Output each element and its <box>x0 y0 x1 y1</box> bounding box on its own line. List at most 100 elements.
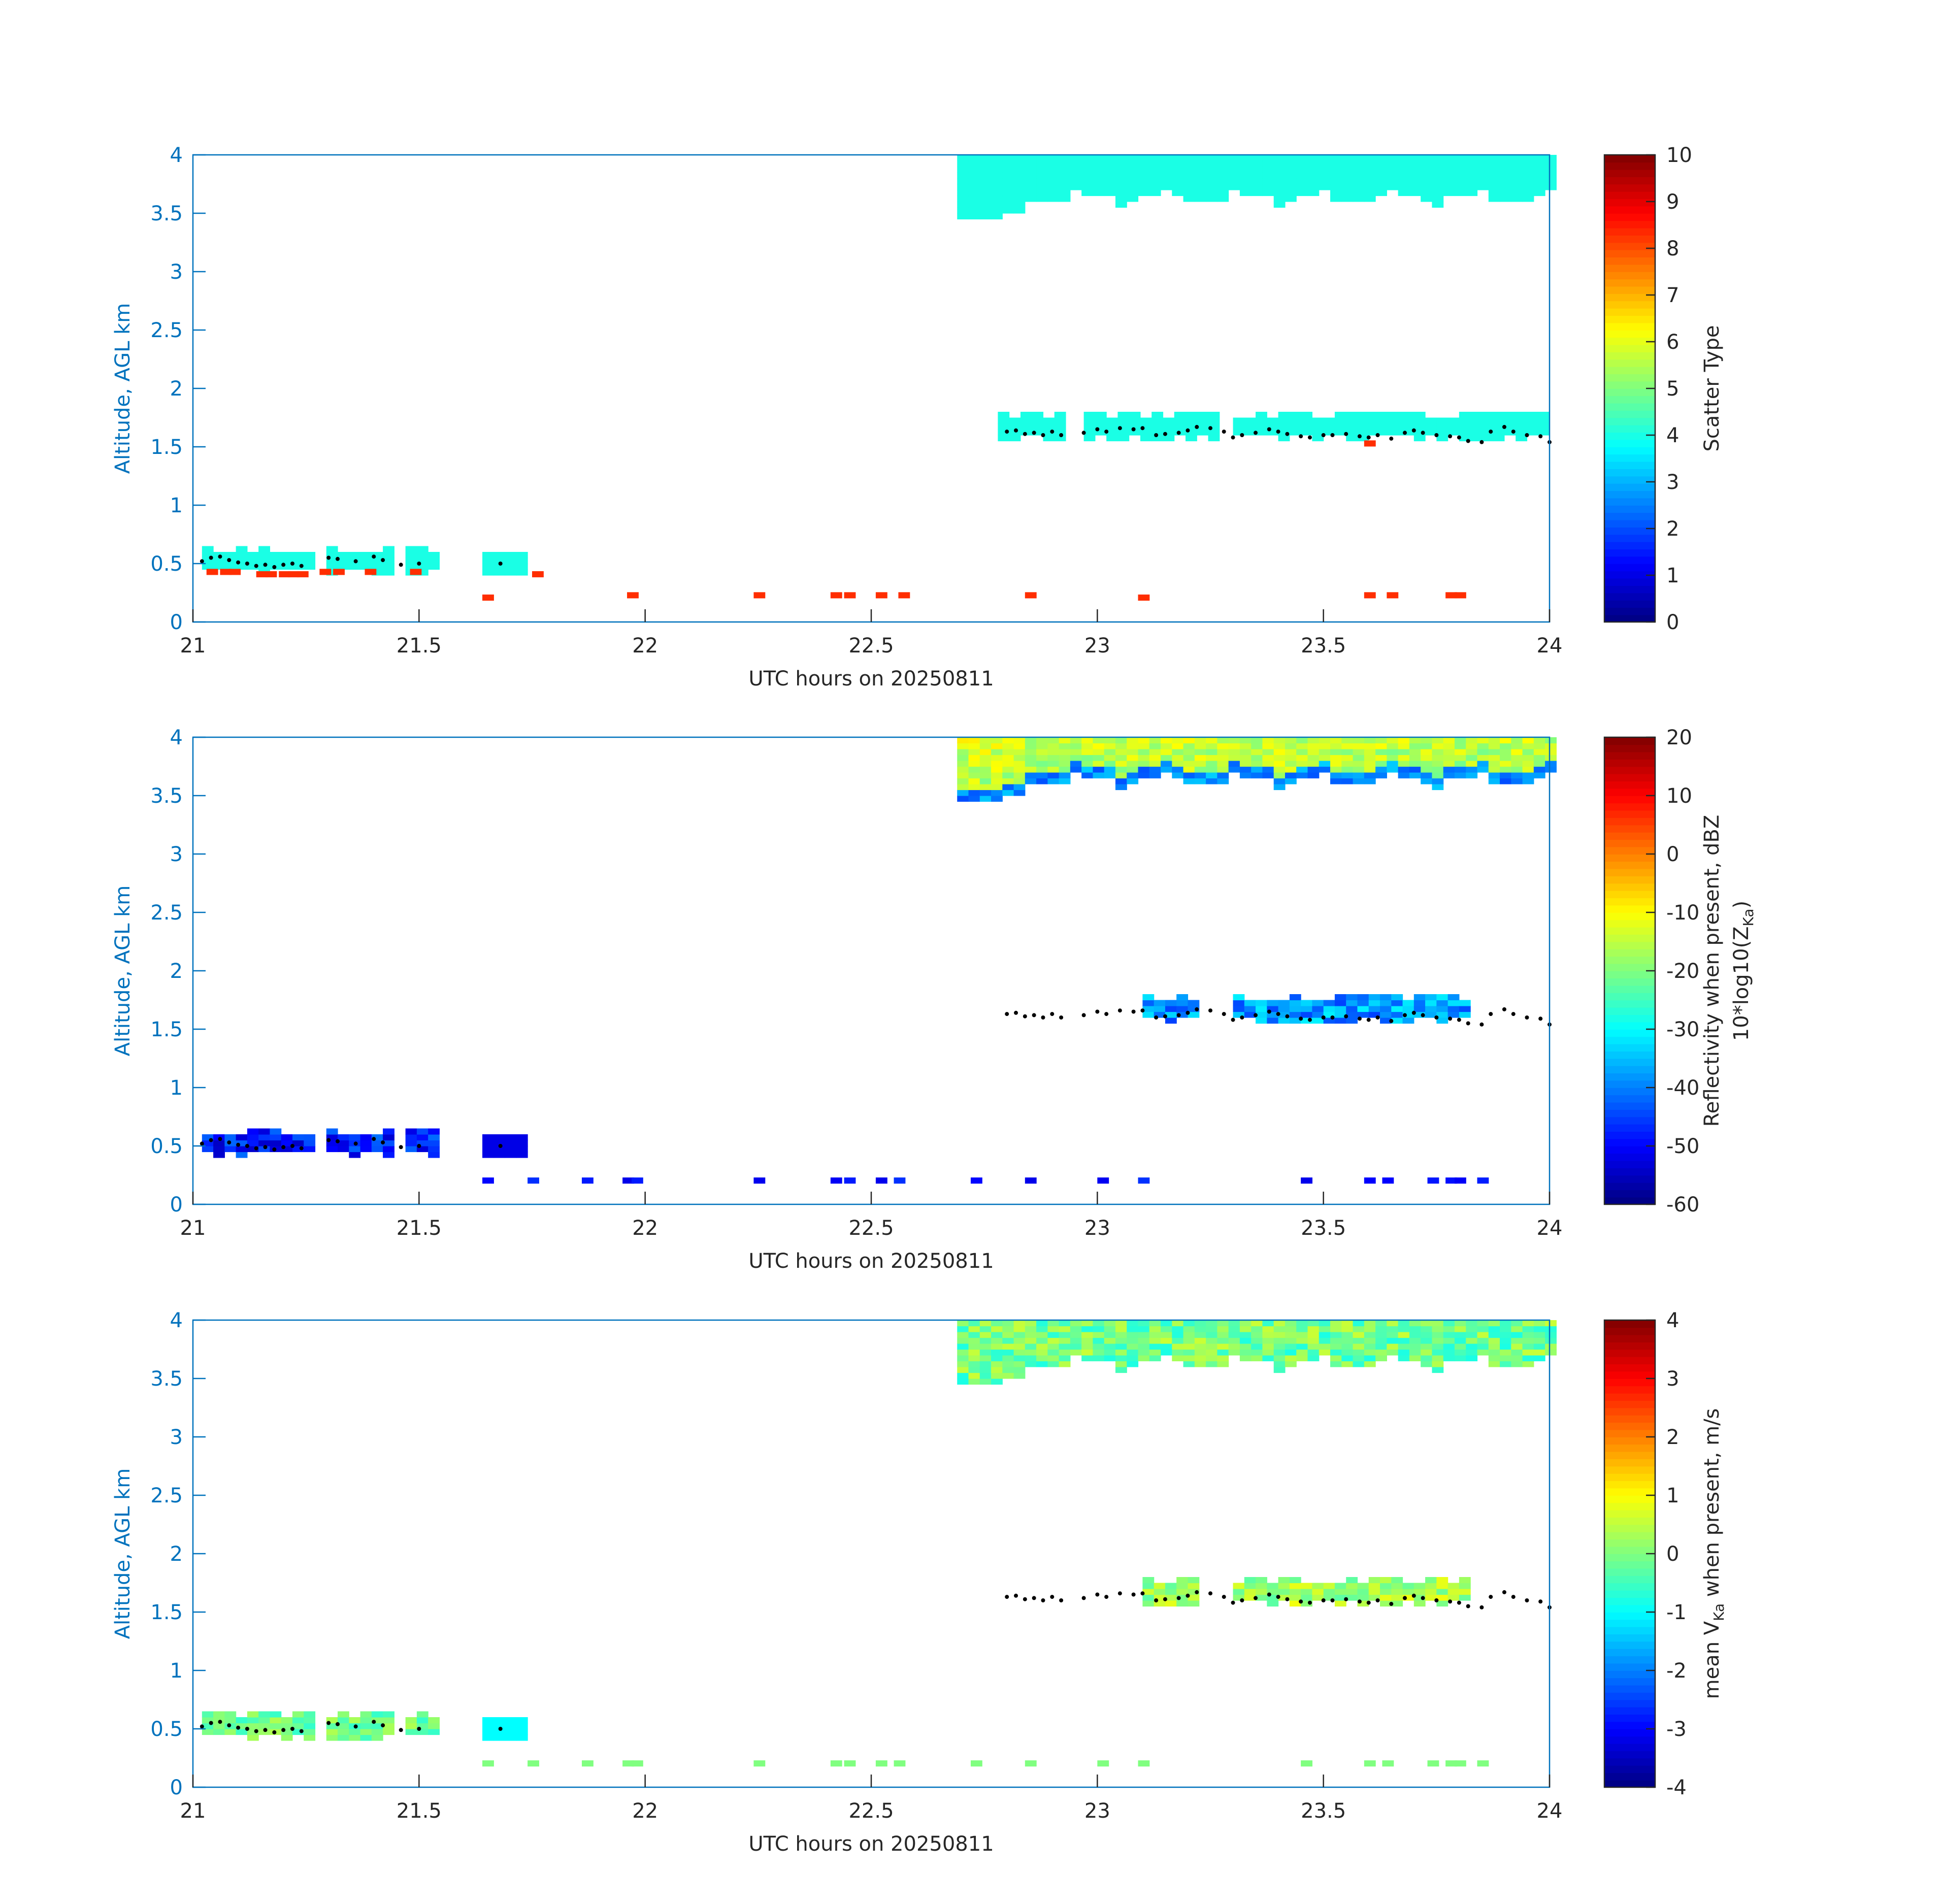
cloud-layer-cell <box>1454 1349 1466 1356</box>
colorbar-segment <box>1604 1568 1655 1576</box>
boundary-layer-top-marker <box>272 565 277 569</box>
cloud-layer-cell <box>1296 743 1308 749</box>
cloud-layer-cell <box>1500 772 1511 779</box>
colorbar-tick-label: 0 <box>1666 611 1679 634</box>
colorbar-segment <box>1604 1488 1655 1496</box>
surface-echo-cell <box>1364 1177 1376 1184</box>
mid-layer-cell <box>1154 1000 1166 1006</box>
cloud-layer-cell <box>1149 1332 1161 1338</box>
boundary-cloud-cell <box>360 1711 372 1718</box>
mid-layer-cell <box>1312 1594 1324 1601</box>
cloud-layer-cell <box>1228 160 1240 167</box>
cloud-layer-cell <box>991 190 1003 196</box>
colorbar-segment <box>1604 155 1655 163</box>
cloud-layer-cell <box>1194 1332 1206 1338</box>
surface-echo-cell <box>1025 1760 1037 1767</box>
cloud-layer-cell <box>1047 1349 1060 1356</box>
cloud-layer-cell <box>1194 1326 1206 1332</box>
cloud-layer-cell <box>1172 761 1184 767</box>
cloud-layer-cell <box>1545 737 1557 744</box>
cloud-layer-cell <box>1454 1320 1466 1327</box>
mid-layer-cell <box>1142 1006 1155 1012</box>
boundary-cloud-cell <box>236 552 248 559</box>
cloud-layer-cell <box>1488 160 1500 167</box>
colorbar-segment <box>1604 242 1655 250</box>
cloud-layer-cell <box>1533 1355 1545 1362</box>
colorbar-segment <box>1604 744 1655 752</box>
cloud-layer-cell <box>1002 784 1014 791</box>
cloud-layer-cell <box>1511 754 1523 761</box>
cloud-layer-cell <box>991 754 1003 761</box>
cloud-layer-cell <box>1093 167 1105 173</box>
cloud-layer-cell <box>1172 1337 1184 1344</box>
cloud-layer-cell <box>1047 167 1060 173</box>
cloud-layer-cell <box>1149 754 1161 761</box>
cloud-layer-cell <box>1443 160 1455 167</box>
boundary-cloud-cell <box>304 1146 316 1153</box>
cloud-layer-cell <box>1115 1343 1127 1350</box>
cloud-layer-cell <box>957 1378 969 1385</box>
y-tick-label: 3 <box>170 1426 183 1449</box>
colorbar-segment <box>1604 322 1655 331</box>
cloud-layer-cell <box>1330 1320 1342 1327</box>
cloud-layer-cell <box>1375 772 1387 779</box>
cloud-layer-cell <box>1149 766 1161 773</box>
mid-layer-cell <box>1165 1000 1177 1006</box>
cloud-layer-cell <box>1398 1337 1410 1344</box>
cloud-layer-cell <box>1115 160 1127 167</box>
colorbar-segment <box>1604 825 1655 833</box>
cloud-layer-cell <box>1488 1361 1500 1367</box>
colorbar-segment <box>1604 1153 1655 1161</box>
cloud-layer-cell <box>1217 178 1229 185</box>
cloud-layer-cell <box>1387 172 1399 179</box>
x-tick-label: 22.5 <box>848 634 894 658</box>
boundary-layer-top-marker <box>227 1140 232 1145</box>
boundary-cloud-cell <box>383 564 394 570</box>
boundary-cloud-cell <box>270 1134 282 1141</box>
small-cloud-cell <box>516 1134 528 1141</box>
mid-layer-cell <box>1334 423 1346 430</box>
cloud-layer-cell <box>1104 737 1116 744</box>
cloud-layer-cell <box>1002 1326 1014 1332</box>
small-cloud-cell <box>482 552 494 559</box>
surface-echo-cell <box>875 1760 887 1767</box>
cloud-layer-cell <box>1183 172 1195 179</box>
cloud-layer-cell <box>1183 749 1195 756</box>
cloud-layer-cell <box>1138 190 1150 196</box>
cloud-layer-cell <box>1511 167 1523 173</box>
colorbar-tick-label: 9 <box>1666 190 1679 214</box>
mid-layer-cell <box>1357 1000 1369 1006</box>
cloud-layer-cell <box>1081 178 1094 185</box>
cloud-layer-cell <box>1251 190 1263 196</box>
boundary-layer-top-marker <box>353 559 358 564</box>
cloud-layer-cell <box>1398 749 1410 756</box>
boundary-layer-top-marker <box>218 554 222 559</box>
colorbar-tick-label: 1 <box>1666 564 1679 587</box>
cloud-layer-cell <box>1251 178 1263 185</box>
mid-layer-cell <box>1278 423 1290 430</box>
mid-layer-cell <box>1278 1577 1290 1584</box>
cloud-layer-cell <box>1364 190 1376 196</box>
cloud-layer-cell <box>1387 1332 1399 1338</box>
cloud-layer-cell <box>1127 160 1139 167</box>
cloud-layer-cell <box>1239 737 1252 744</box>
colorbar-segment <box>1604 1509 1655 1518</box>
cloud-layer-cell <box>1500 749 1511 756</box>
cloud-layer-cell <box>1421 761 1433 767</box>
small-cloud-cell <box>516 1152 528 1158</box>
cloud-layer-cell <box>1500 766 1511 773</box>
boundary-cloud-cell <box>247 557 259 564</box>
cloud-layer-cell <box>1273 190 1286 196</box>
colorbar-segment <box>1604 796 1655 804</box>
mid-layer-cell <box>1009 423 1021 430</box>
boundary-layer-top-marker <box>336 556 340 561</box>
mid-layer-cell <box>1117 412 1130 418</box>
cloud-layer-cell <box>1059 172 1071 179</box>
boundary-layer-top-marker <box>1330 1598 1335 1602</box>
cloud-layer-cell <box>968 766 980 773</box>
x-tick-label: 21 <box>180 1217 206 1240</box>
boundary-cloud-cell <box>281 557 293 564</box>
cloud-layer-cell <box>1127 1332 1139 1338</box>
surface-echo-cell <box>581 1760 594 1767</box>
